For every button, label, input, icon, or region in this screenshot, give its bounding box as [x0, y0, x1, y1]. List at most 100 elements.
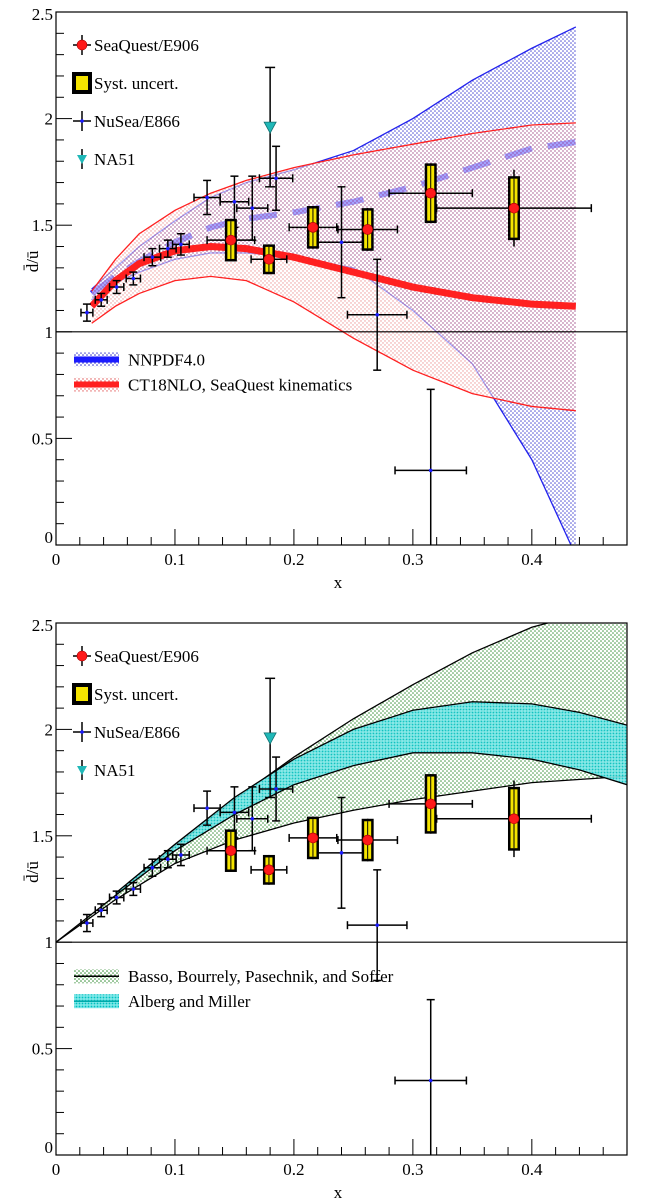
x-tick-label: 0.2 — [283, 1160, 304, 1179]
band-lower-0 — [56, 775, 627, 943]
seaquest-point — [288, 816, 338, 860]
nusea-point — [143, 247, 162, 267]
nusea-point — [171, 232, 190, 256]
seaquest-marker — [307, 222, 319, 233]
nusea-marker — [428, 468, 433, 473]
y-tick-label: 0 — [45, 528, 54, 547]
nusea-marker — [114, 895, 119, 900]
x-tick-label: 0 — [52, 1160, 61, 1179]
y-axis-title: d̄/ū — [23, 861, 42, 883]
seaquest-point — [250, 244, 288, 275]
legend-nusea-marker — [80, 119, 84, 123]
band-legend-label: NNPDF4.0 — [128, 351, 205, 370]
legend-na51-marker — [77, 155, 87, 164]
y-tick-label: 0.5 — [32, 1040, 53, 1059]
plot-area — [56, 26, 627, 545]
nusea-point — [158, 239, 177, 258]
legend-label: NuSea/E866 — [94, 723, 180, 742]
nusea-point — [236, 175, 269, 241]
band-legend-label: Alberg and Miller — [128, 992, 251, 1011]
band-lower-1 — [91, 275, 576, 412]
seaquest-point — [337, 818, 399, 862]
seaquest-marker — [362, 224, 373, 235]
nusea-point — [258, 145, 294, 212]
seaquest-marker — [425, 187, 437, 199]
bottom-panel: 0 0.1 0.2 0.3 0.4 0 0.5 1 1.5 2 2.5 x d̄/ū SeaQuest/E… — [23, 616, 628, 1202]
band-legend: Basso, Bourrely, Pasechnik, and Soffer Al… — [74, 967, 394, 1011]
legend-seaquest-marker — [76, 650, 88, 662]
y-tick-label: 2 — [45, 720, 54, 739]
seaquest-marker — [263, 254, 275, 265]
x-tick-label: 0.1 — [164, 550, 185, 569]
seaquest-point — [435, 780, 593, 858]
nusea-marker — [150, 865, 155, 870]
y-tick-label: 2.5 — [32, 5, 53, 24]
nusea-marker — [232, 810, 237, 815]
nusea-marker — [85, 921, 89, 925]
seaquest-point — [388, 163, 474, 224]
na51-marker — [263, 732, 277, 745]
x-tick-label: 0 — [52, 550, 61, 569]
x-tick-label: 0.2 — [283, 550, 304, 569]
nusea-marker — [339, 851, 344, 855]
x-tick-label: 0.3 — [402, 550, 423, 569]
y-tick-label: 2 — [45, 110, 54, 129]
legend-label: Syst. uncert. — [94, 74, 179, 93]
legend-nusea-marker — [80, 730, 84, 734]
y-axis-title: d̄/ū — [23, 250, 42, 272]
legend-label: Syst. uncert. — [94, 685, 179, 704]
nusea-marker — [131, 276, 136, 281]
y-tick-label: 1 — [45, 933, 54, 952]
x-tick-label: 0.1 — [164, 1160, 185, 1179]
seaquest-point — [337, 208, 399, 251]
seaquest-marker — [263, 864, 275, 876]
nusea-marker — [250, 816, 255, 821]
seaquest-marker — [362, 834, 373, 846]
nusea-point — [125, 881, 142, 897]
legend-seaquest-marker — [76, 39, 88, 51]
nusea-marker — [274, 787, 278, 791]
nusea-point — [125, 271, 142, 286]
nusea-point — [143, 858, 162, 877]
nusea-marker — [274, 176, 278, 181]
seaquest-marker — [425, 798, 437, 810]
seaquest-marker — [307, 832, 319, 844]
band-1 — [115, 701, 627, 896]
band-legend: NNPDF4.0 CT18NLO, SeaQuest kinematics — [74, 351, 352, 395]
nusea-marker — [205, 195, 209, 200]
nusea-marker — [99, 908, 104, 913]
nusea-marker — [428, 1078, 433, 1083]
nusea-point — [193, 179, 221, 216]
x-axis-title: x — [334, 573, 343, 592]
legend-na51-marker — [77, 766, 87, 775]
seaquest-point — [288, 206, 338, 249]
nusea-point — [108, 279, 125, 295]
nusea-point — [80, 913, 94, 933]
nusea-marker — [150, 255, 155, 259]
nusea-marker — [99, 298, 104, 302]
nusea-marker — [166, 246, 170, 251]
nusea-point — [158, 849, 177, 869]
nusea-marker — [339, 240, 344, 245]
legend-label: SeaQuest/E906 — [94, 647, 199, 666]
seaquest-point — [206, 218, 256, 262]
legend: SeaQuest/E906 Syst. uncert. NuSea/E866 NA51 — [72, 646, 199, 780]
nusea-marker — [85, 310, 89, 315]
nusea-marker — [114, 285, 119, 289]
nusea-marker — [166, 857, 170, 862]
nusea-marker — [205, 806, 209, 810]
nusea-point — [346, 869, 408, 982]
legend-syst-inner — [76, 687, 88, 701]
nusea-marker — [179, 853, 183, 857]
x-tick-label: 0.4 — [521, 1160, 543, 1179]
seaquest-marker — [508, 202, 520, 214]
na51-marker — [263, 121, 277, 134]
nusea-point — [193, 790, 221, 826]
y-tick-label: 2.5 — [32, 616, 53, 635]
na51-point — [263, 677, 277, 799]
band-legend-label: Basso, Bourrely, Pasechnik, and Soffer — [128, 967, 394, 986]
nusea-point — [94, 903, 108, 918]
x-tick-label: 0.4 — [521, 550, 543, 569]
nusea-point — [394, 388, 468, 545]
nusea-marker — [131, 887, 136, 891]
